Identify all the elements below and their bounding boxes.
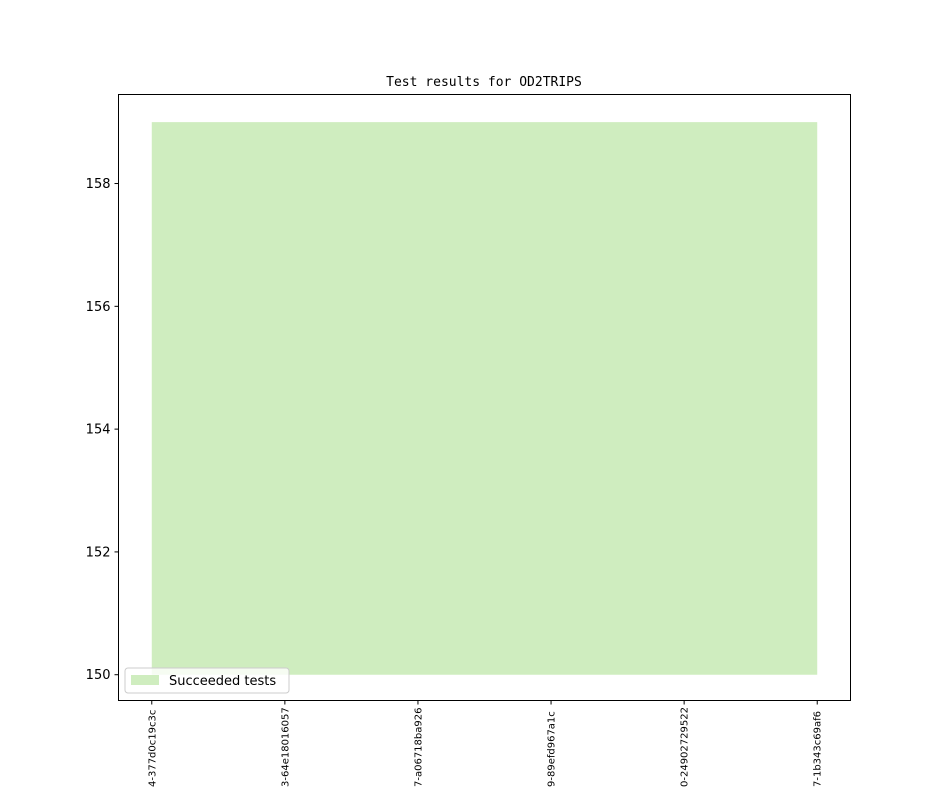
legend-swatch [131, 675, 159, 685]
legend: Succeeded tests [124, 667, 290, 694]
y-tick-label: 158 [86, 177, 111, 192]
x-tick-label: 7-a06718ba926 [413, 708, 424, 787]
x-tick-label: 9-89efd967a1c [547, 711, 558, 787]
x-tick-label: 7-1b343c69af6 [813, 711, 824, 787]
y-tick-label: 150 [86, 668, 111, 683]
x-tick-label: 0-24902729522 [680, 707, 691, 787]
legend-label: Succeeded tests [169, 674, 276, 689]
area-succeeded-tests [151, 122, 818, 675]
x-tick-label: 4-377d0c19c3c [147, 710, 158, 787]
axes-frame [118, 94, 851, 701]
x-tick-label: 3-64e18016057 [280, 707, 291, 787]
y-tick-label: 154 [86, 423, 111, 438]
y-tick-label: 152 [86, 545, 111, 560]
chart-title: Test results for OD2TRIPS [386, 75, 582, 90]
y-tick-label: 156 [86, 300, 111, 315]
